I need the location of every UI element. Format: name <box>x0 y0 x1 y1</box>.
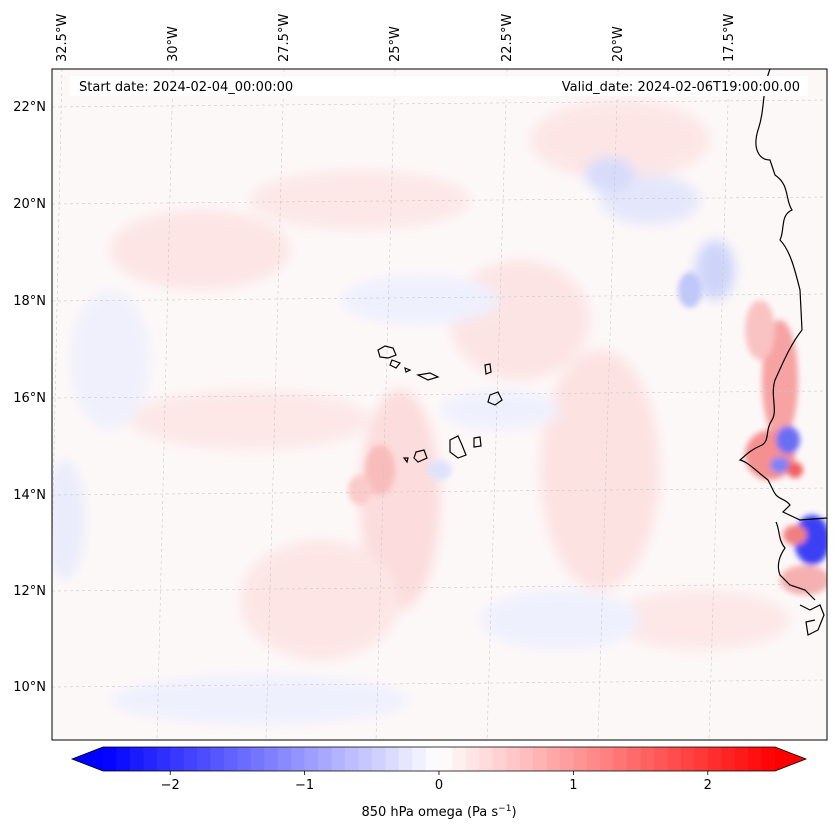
colorbar-tick-label: −2 <box>161 778 180 793</box>
colorbar-segment <box>465 747 480 771</box>
colorbar-segment <box>156 747 171 771</box>
valid-date-label: Valid_date: 2024-02-06T19:00:00.00 <box>562 80 800 95</box>
lon-label: 25°W <box>388 26 403 62</box>
colorbar-segment <box>600 747 615 771</box>
colorbar-segment <box>573 747 588 771</box>
lon-label: 32.5°W <box>55 14 70 62</box>
colorbar-segment <box>734 747 749 771</box>
lat-label: 12°N <box>13 584 46 599</box>
colorbar-extend-low <box>72 747 103 771</box>
colorbar-segment <box>613 747 628 771</box>
colorbar-segment <box>640 747 655 771</box>
colorbar-segment <box>479 747 494 771</box>
colorbar-segment <box>412 747 427 771</box>
lon-label: 30°W <box>166 26 181 62</box>
colorbar-segment <box>721 747 736 771</box>
lat-label: 18°N <box>13 294 46 309</box>
colorbar-segment <box>506 747 521 771</box>
colorbar-label: 850 hPa omega (Pa s−1) <box>361 804 516 820</box>
colorbar-segment <box>586 747 601 771</box>
lon-label: 27.5°W <box>277 14 292 62</box>
colorbar-segment <box>385 747 400 771</box>
colorbar-segment <box>116 747 131 771</box>
colorbar-segment <box>237 747 252 771</box>
coastlines <box>377 69 827 636</box>
colorbar-segment <box>331 747 346 771</box>
latitude-labels: 22°N 20°N 18°N 16°N 14°N 12°N 10°N <box>13 100 46 695</box>
colorbar-segment <box>425 747 440 771</box>
colorbar: −2 −1 0 1 2 850 hPa omega (Pa s−1) <box>70 746 808 820</box>
colorbar-tick-label: 1 <box>569 778 577 793</box>
colorbar-segment <box>223 747 238 771</box>
colorbar-segment <box>748 747 763 771</box>
colorbar-outline <box>70 746 808 772</box>
colorbar-segment <box>761 747 776 771</box>
date-banner <box>70 76 808 96</box>
lat-label: 14°N <box>13 488 46 503</box>
start-date-label: Start date: 2024-02-04_00:00:00 <box>79 80 293 95</box>
colorbar-segment <box>129 747 144 771</box>
colorbar-segment <box>103 747 118 771</box>
colorbar-segment <box>170 747 185 771</box>
lat-label: 16°N <box>13 391 46 406</box>
colorbar-segment <box>627 747 642 771</box>
colorbar-tick-label: 2 <box>704 778 712 793</box>
colorbar-segment <box>680 747 695 771</box>
colorbar-segment <box>264 747 279 771</box>
colorbar-segment <box>546 747 561 771</box>
colorbar-segment <box>371 747 386 771</box>
gridlines <box>52 69 827 740</box>
colorbar-segment <box>318 747 333 771</box>
colorbar-segment <box>277 747 292 771</box>
lat-label: 22°N <box>13 100 46 115</box>
colorbar-ticks: −2 −1 0 1 2 <box>161 771 712 793</box>
lat-label: 10°N <box>13 680 46 695</box>
colorbar-segment <box>654 747 669 771</box>
lon-label: 22.5°W <box>500 14 515 62</box>
colorbar-segment <box>398 747 413 771</box>
colorbar-segment <box>667 747 682 771</box>
colorbar-segment <box>559 747 574 771</box>
colorbar-segment <box>197 747 212 771</box>
colorbar-segments <box>103 747 776 771</box>
colorbar-segment <box>291 747 306 771</box>
colorbar-segment <box>250 747 265 771</box>
colorbar-extend-high <box>775 747 806 771</box>
colorbar-segment <box>344 747 359 771</box>
omega-field <box>52 69 827 740</box>
colorbar-segment <box>183 747 198 771</box>
colorbar-segment <box>694 747 709 771</box>
lat-label: 20°N <box>13 197 46 212</box>
lon-label: 20°W <box>611 26 626 62</box>
colorbar-segment <box>439 747 454 771</box>
colorbar-segment <box>304 747 319 771</box>
colorbar-segment <box>210 747 225 771</box>
colorbar-segment <box>358 747 373 771</box>
colorbar-segment <box>519 747 534 771</box>
colorbar-tick-label: −1 <box>295 778 314 793</box>
colorbar-segment <box>707 747 722 771</box>
map-panel: Start date: 2024-02-04_00:00:00 Valid_da… <box>51 68 828 741</box>
colorbar-segment <box>143 747 158 771</box>
longitude-labels: 32.5°W 30°W 27.5°W 25°W 22.5°W 20°W 17.5… <box>55 14 737 62</box>
colorbar-segment <box>452 747 467 771</box>
colorbar-tick-label: 0 <box>435 778 443 793</box>
colorbar-segment <box>492 747 507 771</box>
colorbar-segment <box>533 747 548 771</box>
lon-label: 17.5°W <box>722 14 737 62</box>
